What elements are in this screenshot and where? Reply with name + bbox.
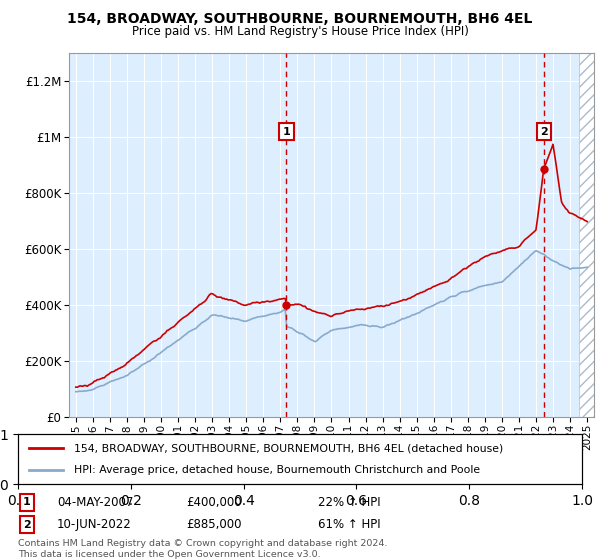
Bar (578, 53, 600, 417)
Text: £885,000: £885,000 (186, 518, 241, 531)
Text: Contains HM Land Registry data © Crown copyright and database right 2024.
This d: Contains HM Land Registry data © Crown c… (18, 539, 388, 559)
Text: 2: 2 (23, 520, 31, 530)
Text: HPI: Average price, detached house, Bournemouth Christchurch and Poole: HPI: Average price, detached house, Bour… (74, 465, 481, 475)
Text: 154, BROADWAY, SOUTHBOURNE, BOURNEMOUTH, BH6 4EL (detached house): 154, BROADWAY, SOUTHBOURNE, BOURNEMOUTH,… (74, 443, 503, 453)
Text: 22% ↑ HPI: 22% ↑ HPI (318, 496, 380, 509)
Bar (578, 53, 600, 417)
Text: £400,000: £400,000 (186, 496, 242, 509)
Text: Price paid vs. HM Land Registry's House Price Index (HPI): Price paid vs. HM Land Registry's House … (131, 25, 469, 38)
Text: 1: 1 (283, 127, 290, 137)
Text: 10-JUN-2022: 10-JUN-2022 (57, 518, 132, 531)
Text: 61% ↑ HPI: 61% ↑ HPI (318, 518, 380, 531)
Text: 2: 2 (540, 127, 548, 137)
Text: 1: 1 (23, 497, 31, 507)
Text: 154, BROADWAY, SOUTHBOURNE, BOURNEMOUTH, BH6 4EL: 154, BROADWAY, SOUTHBOURNE, BOURNEMOUTH,… (67, 12, 533, 26)
Text: 04-MAY-2007: 04-MAY-2007 (57, 496, 133, 509)
